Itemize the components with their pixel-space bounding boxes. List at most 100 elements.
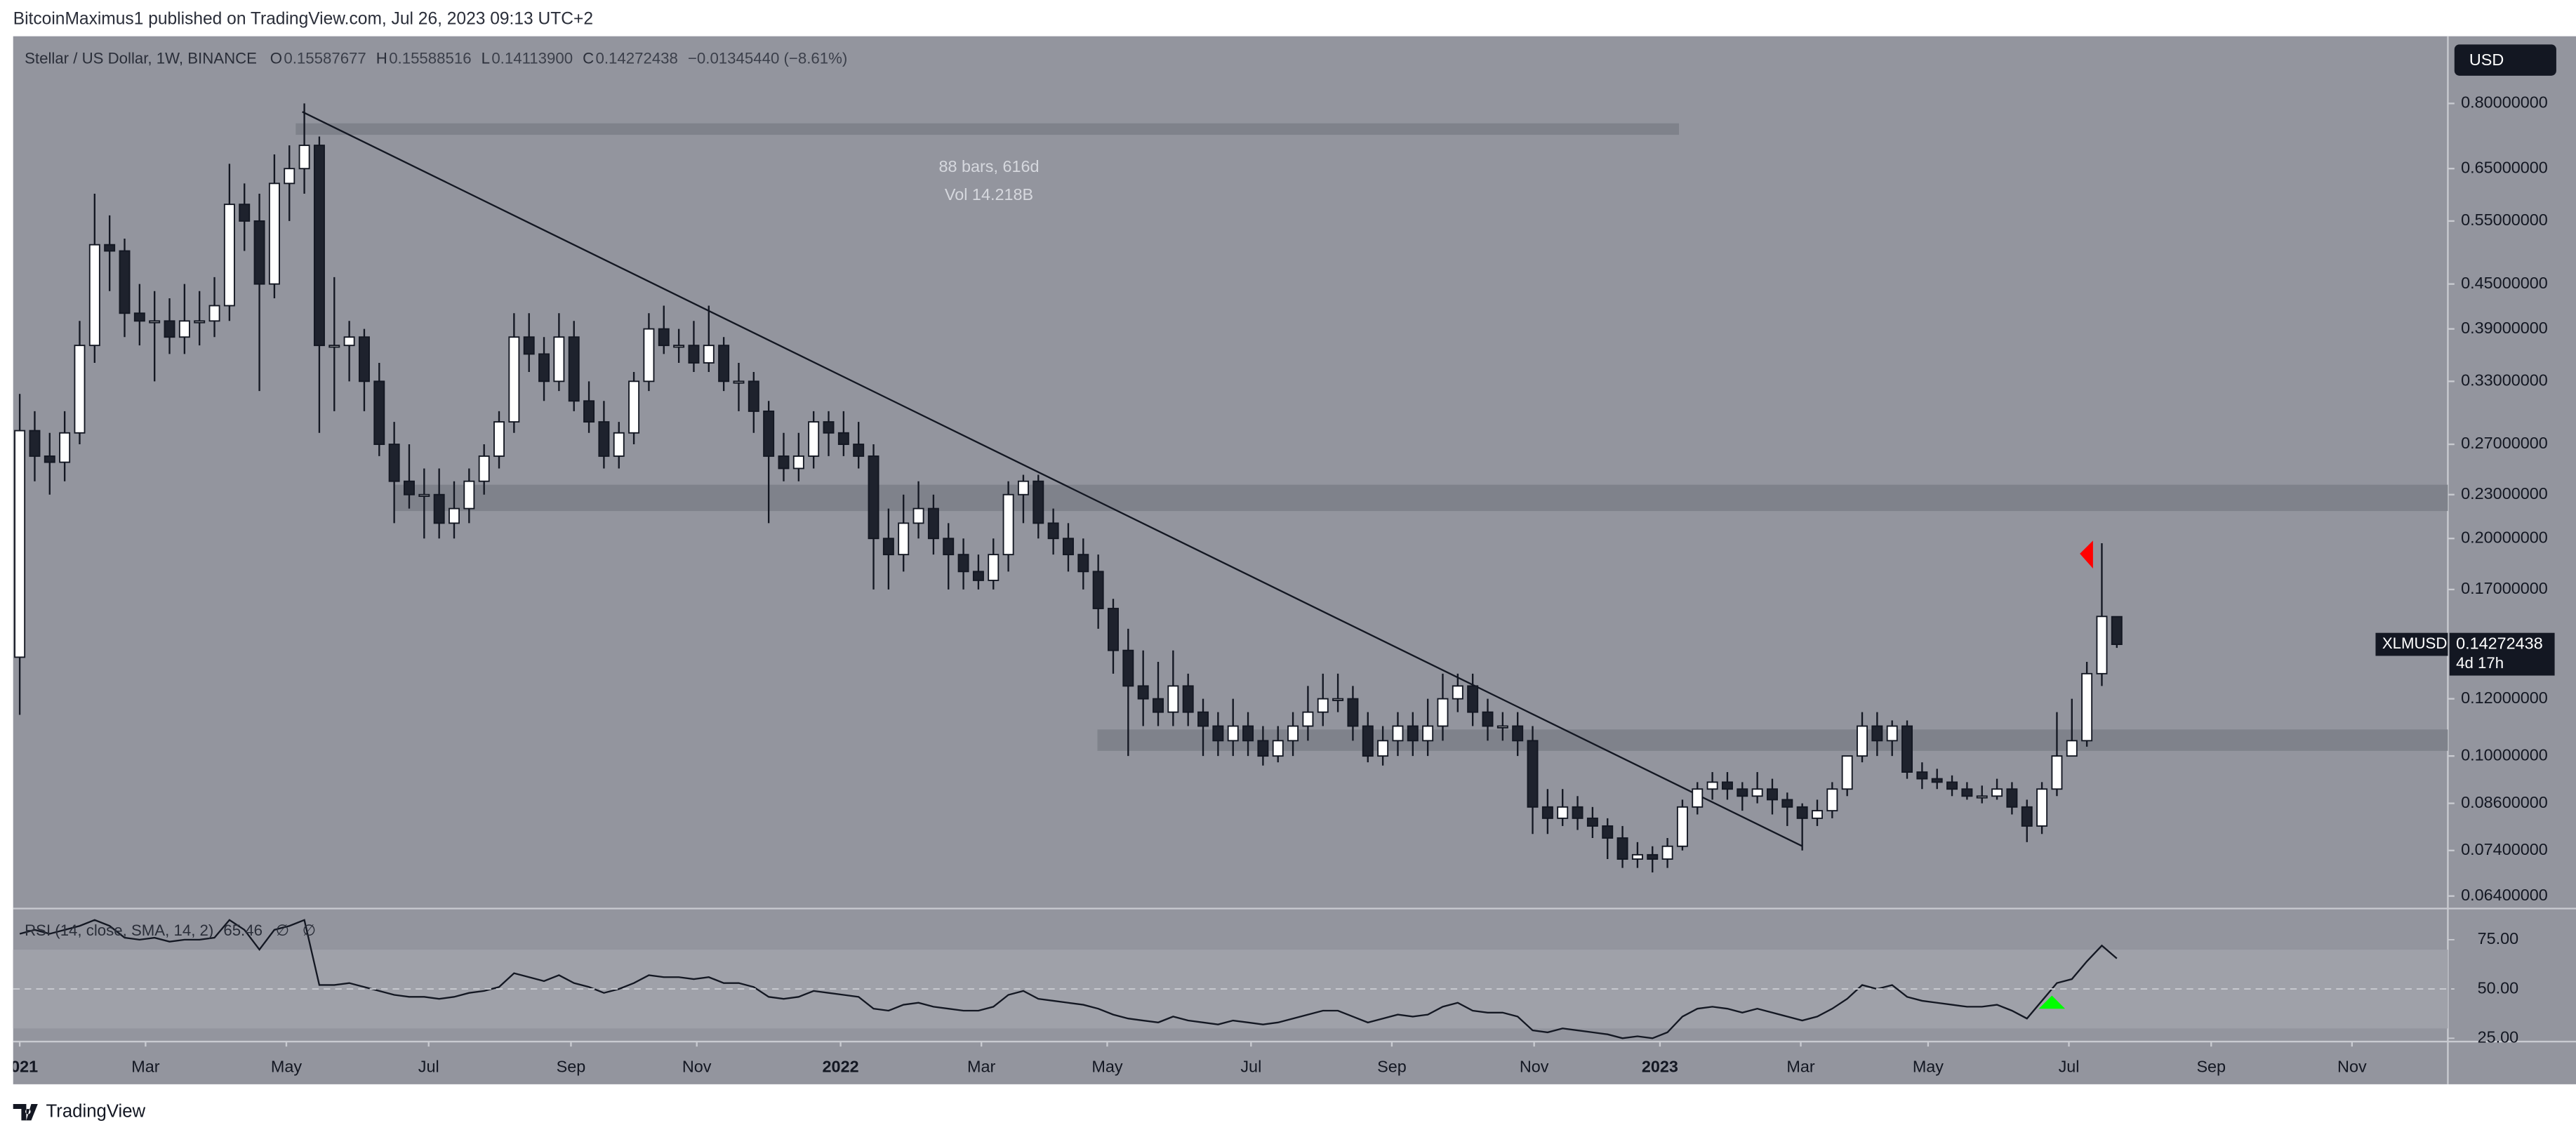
candle-body	[808, 421, 820, 457]
candle-body	[1931, 778, 1943, 783]
y-tick-label: 0.20000000	[2461, 528, 2548, 546]
candle-body	[119, 250, 131, 314]
candle-body	[284, 168, 296, 185]
candle-body	[2036, 788, 2048, 827]
support-zone	[1097, 729, 2448, 751]
candle-body	[523, 336, 535, 355]
candle-body	[1467, 685, 1479, 713]
x-tick-label: Sep	[557, 1058, 586, 1076]
x-tick-label: May	[1091, 1058, 1122, 1076]
candle-body	[628, 380, 640, 434]
candle-body	[912, 507, 924, 524]
candle-body	[59, 432, 71, 463]
candle-body	[763, 410, 775, 457]
candle-body	[104, 244, 116, 252]
candle-body	[133, 312, 145, 322]
candle-body	[1826, 788, 1838, 812]
candle-body	[1332, 698, 1344, 701]
candle-body	[1647, 853, 1659, 860]
x-tick-label: 2022	[823, 1058, 859, 1076]
candle-body	[2096, 616, 2108, 674]
candle-body	[733, 380, 745, 384]
candle-body	[1602, 825, 1614, 839]
candle-body	[1961, 788, 1973, 797]
rsi-tick-label: 25.00	[2478, 1028, 2519, 1046]
candle-body	[1766, 788, 1778, 801]
tradingview-logo	[13, 1104, 38, 1121]
candle-body	[643, 328, 655, 383]
candle-body	[1437, 698, 1449, 727]
chart-background	[13, 36, 2576, 1084]
measure-volume: Vol 14.218B	[945, 185, 1033, 204]
candle-body	[1616, 837, 1628, 860]
candle-body	[1737, 788, 1748, 797]
candle-body	[1572, 806, 1584, 819]
candle-body	[1108, 608, 1119, 651]
candle-body	[748, 380, 759, 412]
ohlc-value: 0.14113900	[491, 49, 573, 67]
candle-body	[2081, 672, 2093, 742]
candle-body	[1946, 781, 1958, 790]
y-tick-label: 0.06400000	[2461, 886, 2548, 904]
candle-body	[208, 305, 220, 322]
candle-body	[373, 380, 385, 445]
candle-body	[1482, 711, 1494, 727]
candle-body	[1886, 725, 1898, 742]
candle-body	[1721, 781, 1733, 790]
candle-body	[298, 145, 310, 170]
x-tick-label: Sep	[2196, 1058, 2226, 1076]
candle-body	[823, 421, 835, 434]
rsi-title: RSI (14, close, SMA, 14, 2)	[25, 922, 213, 939]
x-tick-label: Jul	[2059, 1058, 2080, 1076]
candle-body	[792, 455, 804, 470]
y-tick-label: 0.23000000	[2461, 484, 2548, 503]
candle-body	[1901, 725, 1913, 773]
candle-body	[1077, 554, 1089, 573]
y-tick-label: 0.08600000	[2461, 793, 2548, 811]
time-axis: 2021 Mar May Jul Sep Nov 2022 Mar May Jul Sep Nov 20…	[13, 1042, 2367, 1076]
candle-body	[1631, 853, 1643, 860]
candle-body	[1541, 806, 1553, 819]
candle-body	[927, 507, 939, 540]
candle-body	[1796, 806, 1808, 819]
candle-body	[1857, 725, 1868, 757]
x-tick-label: Nov	[1520, 1058, 1549, 1076]
ohlc-key: C	[583, 49, 594, 67]
candle-body	[898, 522, 910, 556]
candle-body	[1362, 725, 1374, 757]
currency-label[interactable]: USD	[2469, 51, 2504, 69]
candle-body	[2111, 616, 2123, 646]
ohlc-value: 0.14272438	[596, 49, 678, 67]
x-tick-label: May	[1913, 1058, 1944, 1076]
y-tick-label: 0.39000000	[2461, 319, 2548, 337]
currency-button[interactable]	[2454, 44, 2556, 76]
y-tick-label: 0.33000000	[2461, 371, 2548, 390]
measure-bars: 88 bars, 616d	[938, 157, 1039, 175]
symbol-tag-bg	[2375, 632, 2448, 656]
candle-body	[1841, 755, 1853, 790]
rsi-extra: ∅	[303, 922, 316, 939]
x-tick-label: May	[271, 1058, 302, 1076]
candle-body	[1812, 810, 1823, 819]
candle-body	[1676, 806, 1688, 847]
candle-body	[2051, 755, 2063, 790]
candle-body	[1407, 725, 1419, 742]
rsi-band	[13, 950, 2448, 1029]
candle-body	[2021, 806, 2033, 827]
resistance-zone	[394, 484, 2448, 512]
x-tick-label: Nov	[2337, 1058, 2367, 1076]
candle-body	[1017, 480, 1029, 496]
candle-body	[313, 145, 325, 347]
candle-body	[988, 554, 1000, 581]
candle-body	[868, 455, 879, 540]
candle-body	[178, 320, 190, 338]
red-arrow	[2080, 540, 2093, 568]
candle-body	[44, 455, 55, 463]
candle-body	[74, 345, 86, 434]
candle-body	[718, 345, 730, 383]
candle-body	[688, 345, 700, 364]
x-tick-label: Nov	[682, 1058, 712, 1076]
candle-body	[1422, 725, 1434, 742]
candle-body	[1242, 725, 1254, 742]
